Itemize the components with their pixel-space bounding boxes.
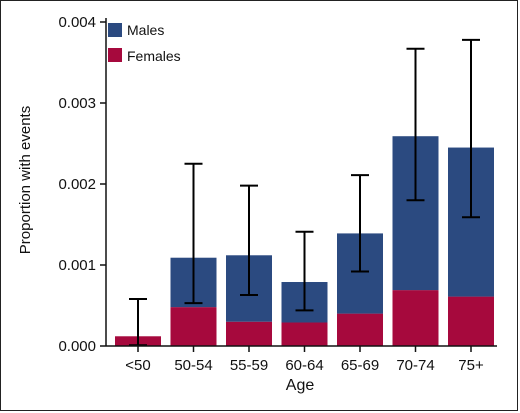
bar-females-6 [448, 296, 494, 346]
y-axis-title: Proportion with events [17, 106, 34, 254]
bar-females-3 [281, 322, 328, 346]
y-tick-label-2: 0.002 [58, 176, 96, 193]
x-tick-label-2: 55-59 [230, 357, 268, 374]
bars-group [115, 136, 494, 346]
legend-label-females: Females [127, 48, 181, 64]
x-tick-label-3: 60-64 [285, 357, 323, 374]
bar-females-5 [392, 290, 439, 346]
y-tick-label-0: 0.000 [58, 338, 96, 355]
x-tick-label-6: 75+ [458, 357, 484, 374]
legend-swatch-females [108, 48, 122, 62]
x-tick-label-5: 70-74 [396, 357, 434, 374]
legend: Males Females [108, 22, 181, 64]
bar-females-4 [337, 313, 383, 346]
error-bars-group [129, 38, 480, 347]
x-axis-title: Age [286, 377, 315, 394]
y-tick-label-3: 0.003 [58, 95, 96, 112]
x-tick-label-1: 50-54 [174, 357, 212, 374]
legend-label-males: Males [127, 22, 164, 38]
y-ticks-group: 0.000 0.001 0.002 0.003 0.004 [58, 14, 106, 355]
x-tick-label-4: 65-69 [341, 357, 379, 374]
bar-females-2 [226, 321, 272, 346]
legend-swatch-males [108, 23, 122, 37]
y-tick-label-4: 0.004 [58, 14, 96, 31]
bar-females-1 [170, 307, 217, 346]
x-tick-label-0: <50 [125, 357, 150, 374]
y-tick-label-1: 0.001 [58, 257, 96, 274]
axes-group [105, 18, 497, 347]
x-ticks-group: <50 50-54 55-59 60-64 65-69 70-74 75+ [125, 346, 484, 374]
